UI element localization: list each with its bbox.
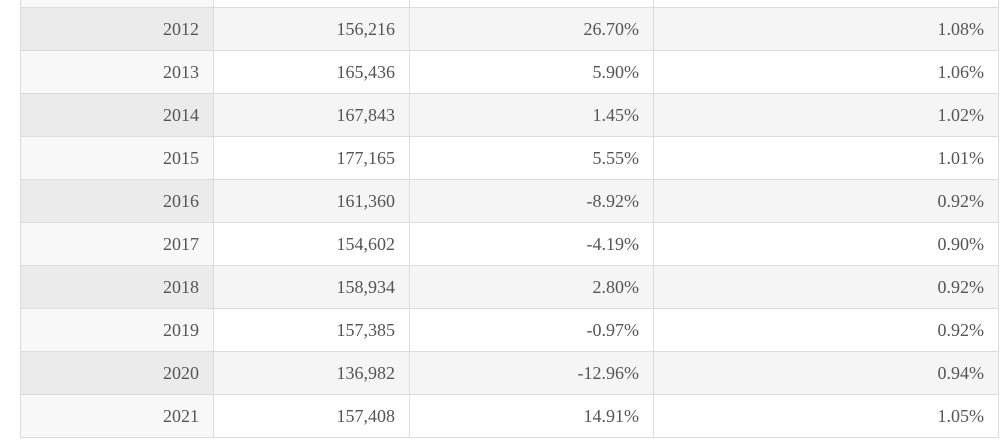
year-cell: 2020 <box>20 351 214 395</box>
change-cell: 26.70% <box>409 7 654 51</box>
value-cell: 161,360 <box>213 179 410 223</box>
share-cell: 0.90% <box>653 222 999 266</box>
value-cell: 158,934 <box>213 265 410 309</box>
table-row: 2012 156,216 26.70% 1.08% <box>20 7 999 51</box>
change-cell: -0.97% <box>409 308 654 352</box>
value-cell: 154,602 <box>213 222 410 266</box>
table-cell <box>653 0 999 8</box>
table-row: 2013 165,436 5.90% 1.06% <box>20 50 999 94</box>
year-cell: 2016 <box>20 179 214 223</box>
value-cell: 157,385 <box>213 308 410 352</box>
change-cell: 2.80% <box>409 265 654 309</box>
share-cell: 1.05% <box>653 394 999 438</box>
change-cell: -4.19% <box>409 222 654 266</box>
share-cell: 1.08% <box>653 7 999 51</box>
share-cell: 0.92% <box>653 179 999 223</box>
table-cell <box>409 0 654 8</box>
year-cell: 2013 <box>20 50 214 94</box>
value-cell: 157,408 <box>213 394 410 438</box>
value-cell: 136,982 <box>213 351 410 395</box>
table-row-partial <box>20 0 999 8</box>
value-cell: 156,216 <box>213 7 410 51</box>
change-cell: 14.91% <box>409 394 654 438</box>
change-cell: 1.45% <box>409 93 654 137</box>
year-cell: 2018 <box>20 265 214 309</box>
change-cell: -12.96% <box>409 351 654 395</box>
table-row: 2016 161,360 -8.92% 0.92% <box>20 179 999 223</box>
share-cell: 1.01% <box>653 136 999 180</box>
share-cell: 1.02% <box>653 93 999 137</box>
change-cell: 5.90% <box>409 50 654 94</box>
year-cell: 2017 <box>20 222 214 266</box>
year-cell: 2021 <box>20 394 214 438</box>
table-body: 2012 156,216 26.70% 1.08% 2013 165,436 5.90% 1.… <box>20 0 999 438</box>
table-row: 2020 136,982 -12.96% 0.94% <box>20 351 999 395</box>
value-cell: 177,165 <box>213 136 410 180</box>
year-cell: 2012 <box>20 7 214 51</box>
table-row: 2021 157,408 14.91% 1.05% <box>20 394 999 438</box>
change-cell: -8.92% <box>409 179 654 223</box>
change-cell: 5.55% <box>409 136 654 180</box>
share-cell: 1.06% <box>653 50 999 94</box>
table-row: 2018 158,934 2.80% 0.92% <box>20 265 999 309</box>
value-cell: 165,436 <box>213 50 410 94</box>
data-table-container: 2012 156,216 26.70% 1.08% 2013 165,436 5.90% 1.… <box>20 0 999 438</box>
year-cell: 2019 <box>20 308 214 352</box>
table-cell <box>20 0 214 8</box>
table-row: 2015 177,165 5.55% 1.01% <box>20 136 999 180</box>
share-cell: 0.94% <box>653 351 999 395</box>
table-row: 2017 154,602 -4.19% 0.90% <box>20 222 999 266</box>
table-cell <box>213 0 410 8</box>
table-row: 2014 167,843 1.45% 1.02% <box>20 93 999 137</box>
share-cell: 0.92% <box>653 308 999 352</box>
table-row: 2019 157,385 -0.97% 0.92% <box>20 308 999 352</box>
year-cell: 2015 <box>20 136 214 180</box>
value-cell: 167,843 <box>213 93 410 137</box>
year-cell: 2014 <box>20 93 214 137</box>
share-cell: 0.92% <box>653 265 999 309</box>
data-table: 2012 156,216 26.70% 1.08% 2013 165,436 5.90% 1.… <box>20 0 999 438</box>
